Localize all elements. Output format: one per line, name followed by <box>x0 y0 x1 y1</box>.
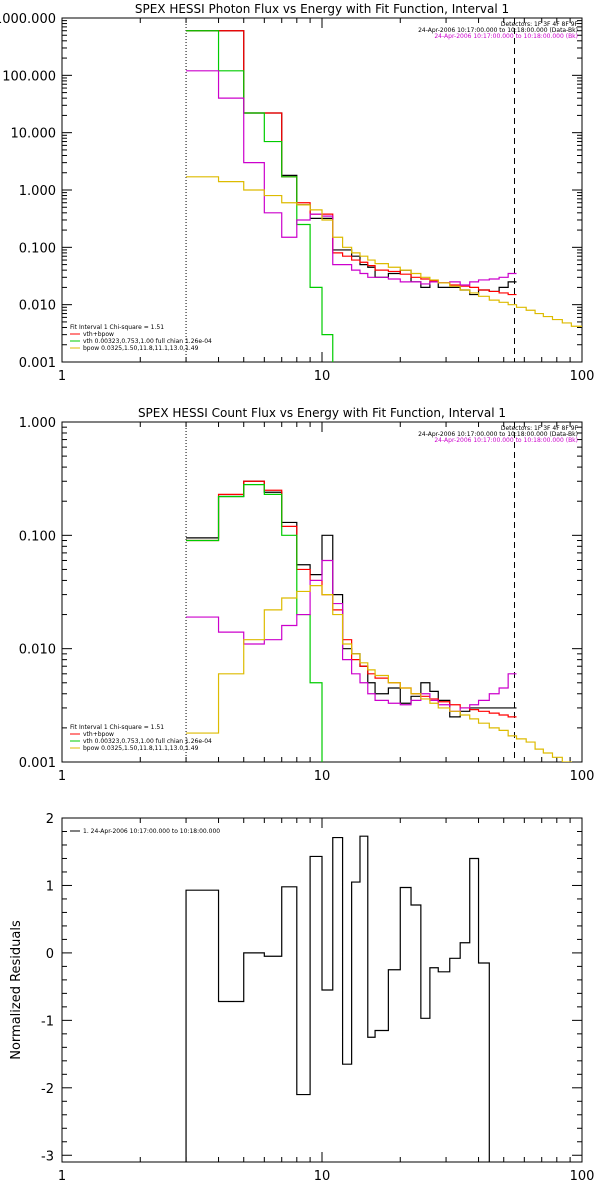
y-tick-label: 1000.000 <box>0 12 56 27</box>
legend-entry: Fit Interval 1 Chi-square = 1.51 <box>70 324 164 331</box>
y-axis-ticks <box>62 817 582 1156</box>
series-line <box>186 70 517 286</box>
legend-entry: bpow 0.0325,1.50,11.8,11.1,13.0,1.49 <box>83 345 199 352</box>
y-tick-label: 0 <box>46 947 54 962</box>
legend-entry: vth 0.00323,0.753,1.00 full chian 1.26e-… <box>83 338 212 345</box>
y-tick-label: 1.000 <box>19 416 56 431</box>
residuals-panel: 1 10 100 -3 -2 -1 0 1 2 Normalized Residuals 1. 24… <box>9 812 594 1184</box>
series-line <box>186 484 323 762</box>
x-tick-label: 10 <box>314 1169 331 1184</box>
chart-title: SPEX HESSI Photon Flux vs Energy with Fi… <box>135 2 509 16</box>
series-group <box>186 30 582 362</box>
series-line <box>186 480 517 718</box>
legend: 1. 24-Apr-2006 10:17:00.000 to 10:18:00.… <box>70 828 220 835</box>
y-tick-label: 100.000 <box>2 69 56 84</box>
x-tick-label: 100 <box>570 769 595 784</box>
y-tick-label: 1.000 <box>19 184 56 199</box>
series-line <box>186 585 572 762</box>
x-tick-label: 1 <box>58 369 66 384</box>
legend-entry: vth+bpow <box>83 331 114 338</box>
series-line <box>186 480 517 718</box>
x-tick-label: 100 <box>570 1169 595 1184</box>
y-tick-label: 2 <box>46 812 54 827</box>
series-group <box>186 480 572 762</box>
legend-entry: 24-Apr-2006 10:17:00.000 to 10:18:00.000… <box>434 33 578 40</box>
series-line <box>185 835 490 1162</box>
series-group <box>185 835 490 1162</box>
legend-entry: Detectors: 1F 3F 4F 8F 9F <box>501 425 579 432</box>
legend-entry: 24-Apr-2006 10:17:00.000 to 10:18:00.000… <box>434 437 578 444</box>
fit-legend: Fit Interval 1 Chi-square = 1.51vth+bpow… <box>70 324 212 352</box>
series-line <box>186 559 517 712</box>
y-tick-label: 0.100 <box>19 529 56 544</box>
x-tick-label: 10 <box>314 369 331 384</box>
y-tick-label: 0.010 <box>19 643 56 658</box>
y-axis-label: Normalized Residuals <box>9 920 24 1060</box>
legend-entry: 24-Apr-2006 10:17:00.000 to 10:18:00.000… <box>418 27 578 34</box>
x-axis-ticks <box>61 818 583 1162</box>
y-tick-label: 0.001 <box>19 756 56 771</box>
x-tick-label: 100 <box>570 369 595 384</box>
y-tick-label: 0.010 <box>19 299 56 314</box>
chart-title: SPEX HESSI Count Flux vs Energy with Fit… <box>138 406 506 420</box>
series-line <box>186 30 334 362</box>
y-axis-ticks <box>62 17 582 363</box>
legend-entry: vth+bpow <box>83 731 114 738</box>
legend-entry: Fit Interval 1 Chi-square = 1.51 <box>70 724 164 731</box>
y-tick-label: 0.100 <box>19 241 56 256</box>
x-tick-label: 10 <box>314 769 331 784</box>
series-line <box>186 30 517 296</box>
y-tick-label: -2 <box>41 1082 54 1097</box>
y-tick-label: 0.001 <box>19 356 56 371</box>
x-tick-label: 1 <box>58 769 66 784</box>
legend-entry: vth 0.00323,0.753,1.00 full chian 1.26e-… <box>83 738 212 745</box>
y-tick-label: -1 <box>41 1014 54 1029</box>
legend-entry: 24-Apr-2006 10:17:00.000 to 10:18:00.000… <box>418 431 578 438</box>
y-tick-label: 1 <box>46 879 54 894</box>
x-tick-label: 1 <box>58 1169 66 1184</box>
legend-entry: bpow 0.0325,1.50,11.8,11.1,13.0,1.49 <box>83 745 199 752</box>
y-tick-label: -3 <box>41 1149 54 1164</box>
count-flux-panel: SPEX HESSI Count Flux vs Energy with Fit… <box>19 406 595 784</box>
x-axis-ticks <box>61 18 583 362</box>
fit-legend: Fit Interval 1 Chi-square = 1.51vth+bpow… <box>70 724 212 752</box>
legend-entry: 1. 24-Apr-2006 10:17:00.000 to 10:18:00.… <box>83 828 220 835</box>
y-tick-label: 10.000 <box>11 127 57 142</box>
y-axis-ticks <box>62 421 582 763</box>
legend-entry: Detectors: 1F 3F 4F 8F 9F <box>501 21 579 28</box>
series-line <box>186 176 582 327</box>
photon-flux-panel: SPEX HESSI Photon Flux vs Energy with Fi… <box>0 2 595 384</box>
